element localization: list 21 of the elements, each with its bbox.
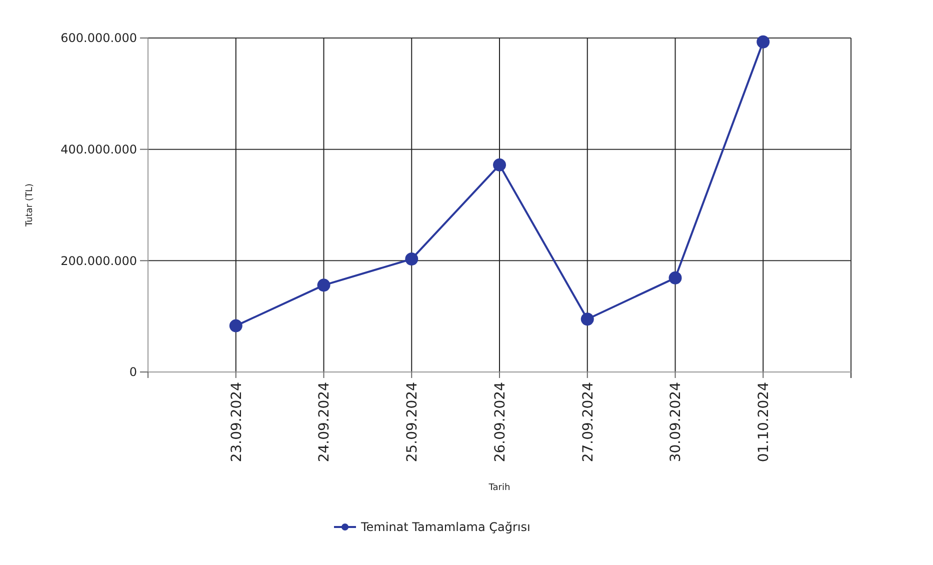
x-tick-label: 30.09.2024 (668, 382, 684, 462)
point (317, 278, 330, 292)
point (229, 319, 242, 332)
y-tick-label: 200.000.000 (60, 254, 137, 268)
y-tick-label: 0 (129, 365, 137, 380)
x-axis-title: Tarih (488, 483, 510, 493)
x-tick-label: 26.09.2024 (492, 382, 508, 462)
x-tick-label: 25.09.2024 (404, 382, 421, 462)
point (756, 35, 770, 48)
x-tick-label: 24.09.2024 (316, 382, 333, 462)
point (580, 312, 594, 326)
legend-label: Teminat Tamamlama Çağrısı (360, 520, 530, 534)
y-tick-label: 400.000.000 (60, 142, 137, 157)
point (668, 271, 682, 284)
y-tick-label: 600.000.000 (60, 31, 137, 46)
point (493, 158, 506, 172)
x-tick-label: 01.10.2024 (756, 382, 772, 462)
point (405, 252, 418, 266)
x-tick-label: 23.09.2024 (228, 382, 245, 462)
y-axis-title: Tutar (TL) (25, 184, 35, 228)
x-tick-label: 27.09.2024 (580, 382, 596, 462)
